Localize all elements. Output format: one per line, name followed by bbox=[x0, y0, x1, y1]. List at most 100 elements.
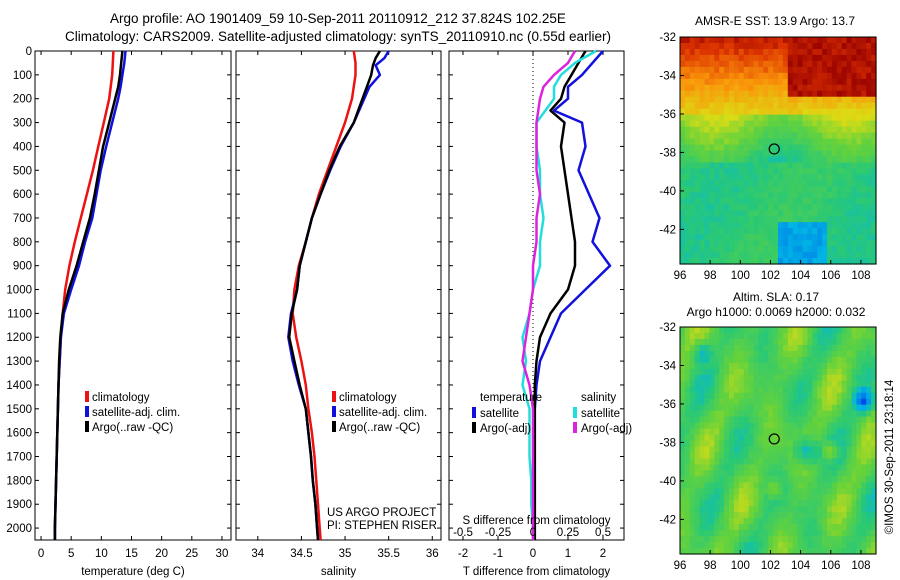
sst_map-cell bbox=[709, 246, 715, 253]
sst_map-cell bbox=[866, 60, 872, 68]
sst_map-cell bbox=[841, 78, 848, 86]
sst_map-cell bbox=[802, 48, 808, 56]
sst_map-cell bbox=[812, 72, 818, 80]
sst_map-cell bbox=[831, 96, 838, 104]
sst_map-cell bbox=[871, 72, 877, 80]
sla_map-cell bbox=[841, 446, 848, 454]
sst_map-cell bbox=[817, 210, 823, 217]
sst_map-cell bbox=[797, 66, 804, 74]
sst_map-cell bbox=[787, 60, 794, 68]
sst_map-cell bbox=[684, 37, 691, 44]
sst_map-cell bbox=[753, 102, 759, 110]
sla_map-cell bbox=[778, 476, 784, 483]
sst_map-cell bbox=[802, 174, 808, 181]
sla_map-cell bbox=[733, 494, 740, 501]
sla_map-cell bbox=[782, 350, 789, 358]
sst_map-cell bbox=[807, 150, 813, 158]
sst_map-cell bbox=[841, 240, 848, 247]
sla_map-cell bbox=[822, 542, 828, 549]
sla_map-cell bbox=[763, 410, 769, 418]
sst_map-cell bbox=[733, 144, 740, 152]
sst_map-cell bbox=[748, 180, 755, 187]
sla_map-cell bbox=[684, 380, 691, 388]
sst_map-cell bbox=[817, 186, 823, 193]
sst_map-cell bbox=[768, 174, 774, 181]
sla_map-cell bbox=[866, 446, 872, 454]
sla_map-cell bbox=[851, 512, 857, 519]
sst_map-cell bbox=[719, 78, 725, 86]
sst_map-cell bbox=[763, 222, 769, 229]
sst_map-cell bbox=[846, 102, 853, 110]
sla_map-cell bbox=[758, 458, 764, 465]
sst_map-cell bbox=[792, 204, 799, 211]
sst_map-cell bbox=[866, 156, 872, 164]
sla_map-cell bbox=[699, 470, 706, 477]
sla_map-cell bbox=[841, 488, 848, 495]
sst_map-cell bbox=[836, 210, 843, 217]
sst_map-cell bbox=[684, 198, 691, 205]
sst_map-cell bbox=[817, 252, 823, 259]
sst_map-cell bbox=[851, 126, 857, 134]
sst_map-cell bbox=[694, 234, 701, 241]
sst_map-cell bbox=[861, 240, 867, 247]
sst_map-cell bbox=[699, 240, 706, 247]
sst_map-cell bbox=[856, 240, 862, 247]
sla_map-cell bbox=[709, 500, 715, 507]
temperature-x-tick-label: 30 bbox=[216, 548, 229, 560]
sst_map-cell bbox=[802, 132, 808, 140]
sst_map-cell bbox=[733, 54, 740, 62]
sst_map-cell bbox=[714, 96, 720, 104]
sst_map-cell bbox=[782, 162, 789, 170]
sst_map-cell bbox=[841, 180, 848, 187]
sst_map-x-tick-label: 100 bbox=[731, 270, 750, 282]
sla_map-cell bbox=[817, 338, 823, 346]
sst_map-cell bbox=[699, 90, 706, 98]
sst_map-cell bbox=[724, 198, 730, 205]
sla_map-cell bbox=[812, 386, 818, 394]
sla_map-cell bbox=[807, 494, 813, 501]
sla_map-cell bbox=[827, 446, 833, 454]
sla_map-cell bbox=[812, 374, 818, 382]
sla_map-cell bbox=[680, 494, 686, 501]
sst_map-cell bbox=[714, 168, 720, 175]
sla_map-cell bbox=[856, 476, 862, 483]
sst_map-cell bbox=[680, 174, 686, 181]
sst_map-cell bbox=[748, 252, 755, 259]
sla_map-cell bbox=[680, 327, 686, 334]
sst_map-cell bbox=[704, 54, 710, 62]
sst_map-cell bbox=[684, 42, 691, 50]
sst_map-cell bbox=[836, 72, 843, 80]
sla_map-cell bbox=[831, 518, 838, 525]
sst_map-cell bbox=[817, 96, 823, 104]
sla_map-cell bbox=[861, 482, 867, 489]
sla_map-cell bbox=[748, 380, 755, 388]
sla_map-cell bbox=[680, 512, 686, 519]
sst_map-cell bbox=[704, 240, 710, 247]
sla_map-cell bbox=[763, 434, 769, 442]
sst_map-cell bbox=[812, 174, 818, 181]
sst_map-cell bbox=[699, 228, 706, 235]
sst_map-cell bbox=[768, 132, 774, 140]
sla_map-cell bbox=[846, 362, 853, 370]
sla_map-cell bbox=[866, 452, 872, 460]
sst_map-cell bbox=[729, 90, 735, 98]
sla_map-cell bbox=[753, 536, 759, 543]
sla_map-cell bbox=[753, 344, 759, 352]
sla_map-cell bbox=[689, 458, 696, 465]
sst_map-cell bbox=[684, 204, 691, 211]
sst_map-cell bbox=[871, 132, 877, 140]
sla_map-cell bbox=[684, 524, 691, 531]
sla_map-cell bbox=[787, 356, 794, 364]
sla_map-cell bbox=[782, 482, 789, 489]
sst_map-cell bbox=[827, 234, 833, 241]
sst_map-cell bbox=[827, 138, 833, 146]
sst_map-cell bbox=[709, 84, 715, 92]
sst_map-cell bbox=[807, 240, 813, 247]
sla_map-cell bbox=[724, 482, 730, 489]
sst_map-cell bbox=[699, 252, 706, 259]
sla_map-cell bbox=[866, 512, 872, 519]
sst_map-cell bbox=[709, 156, 715, 164]
sla_map-cell bbox=[724, 446, 730, 454]
sla_map-cell bbox=[724, 380, 730, 388]
sst_map-cell bbox=[704, 132, 710, 140]
